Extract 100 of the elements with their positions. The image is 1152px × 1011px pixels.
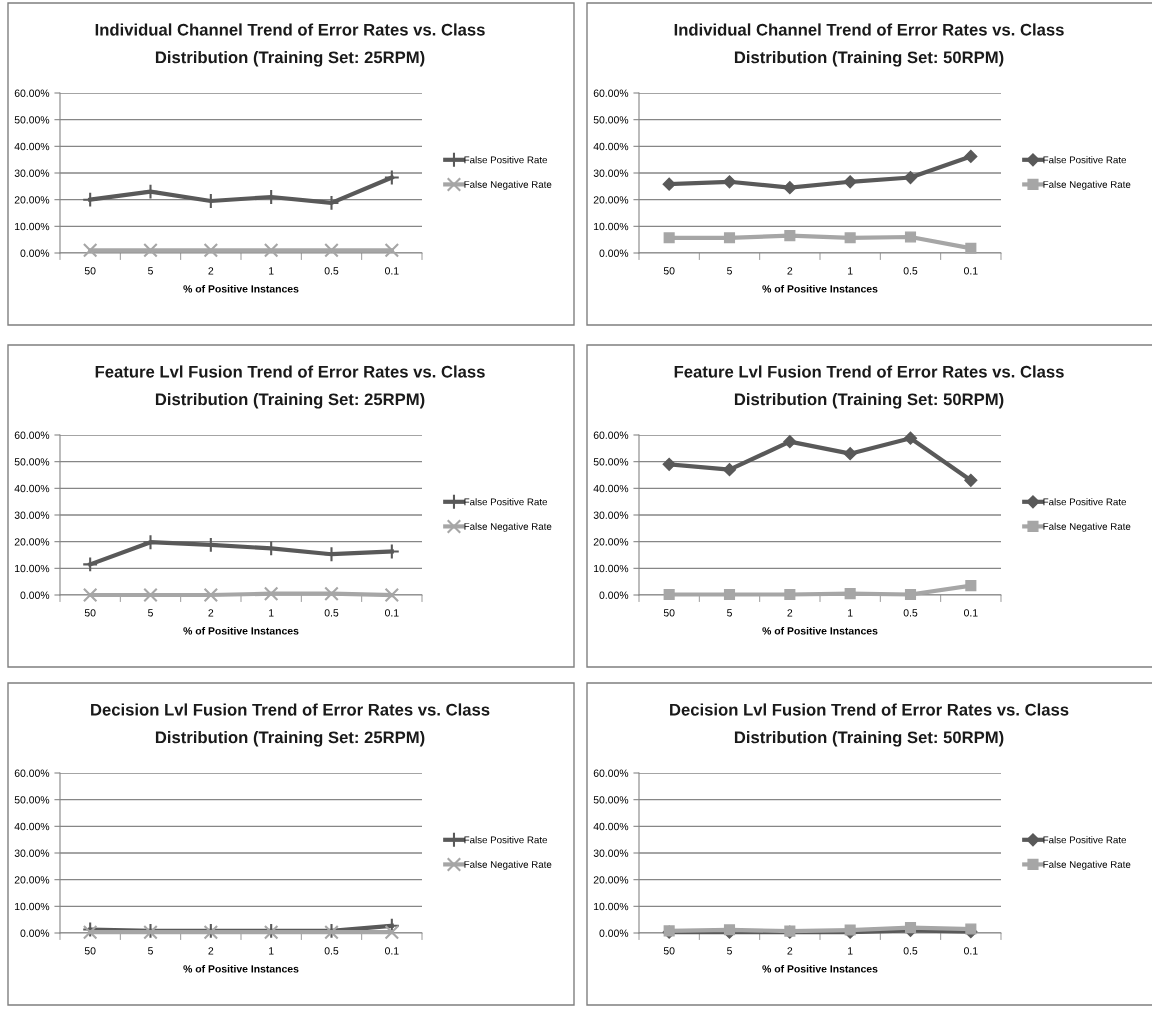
- y-tick-label: 10.00%: [594, 564, 629, 573]
- x-tick-label: 5: [148, 947, 153, 955]
- y-tick-label: 0.00%: [599, 929, 629, 937]
- y-tick-label: 20.00%: [14, 196, 50, 204]
- x-tick-label: 1: [269, 267, 274, 275]
- x-tick-label: 2: [787, 609, 793, 617]
- x-tick-label: 0.1: [964, 609, 978, 617]
- y-tick-label: 20.00%: [593, 196, 629, 204]
- y-tick-label: 30.00%: [593, 511, 629, 519]
- y-tick-label: 40.00%: [14, 484, 50, 493]
- x-tick-label: 0.1: [385, 609, 399, 617]
- y-tick-label: 30.00%: [593, 849, 629, 857]
- legend-label: False Positive Rate: [464, 156, 548, 164]
- x-tick-label: 50: [84, 267, 96, 275]
- x-tick-label: 2: [787, 947, 793, 955]
- y-tick-label: 50.00%: [593, 796, 629, 804]
- x-axis-title: % of Positive Instances: [762, 626, 878, 635]
- y-tick-label: 40.00%: [14, 822, 50, 831]
- y-tick-label: 50.00%: [593, 458, 629, 466]
- x-axis-title: % of Positive Instances: [762, 964, 878, 973]
- y-tick-label: 20.00%: [14, 538, 50, 546]
- x-tick-label: 2: [208, 267, 214, 275]
- x-tick-label: 0.1: [964, 267, 978, 275]
- y-tick-label: 0.00%: [20, 249, 50, 257]
- y-tick-label: 20.00%: [14, 876, 50, 884]
- x-tick-label: 0.1: [964, 947, 978, 955]
- x-axis-title: % of Positive Instances: [183, 964, 299, 973]
- x-tick-label: 1: [269, 609, 274, 617]
- y-tick-label: 0.00%: [20, 929, 50, 937]
- chart-title: Decision Lvl Fusion Trend of Error Rates vs. Class Distribution (Training Set: 50RPM): [670, 703, 1069, 747]
- x-tick-label: 50: [84, 609, 96, 617]
- y-tick-label: 60.00%: [593, 89, 629, 97]
- y-tick-label: 0.00%: [599, 591, 629, 599]
- x-tick-label: 0.5: [324, 947, 339, 955]
- x-tick-label: 1: [848, 267, 853, 275]
- legend-label: False Positive Rate: [464, 498, 548, 506]
- y-tick-label: 40.00%: [593, 142, 629, 151]
- legend-label: False Positive Rate: [464, 836, 548, 844]
- y-tick-label: 60.00%: [593, 431, 629, 439]
- y-tick-label: 60.00%: [14, 431, 50, 439]
- x-axis-title: % of Positive Instances: [762, 284, 878, 293]
- x-tick-label: 0.1: [385, 947, 399, 955]
- x-tick-label: 1: [269, 947, 274, 955]
- legend-label: False Negative Rate: [1043, 522, 1131, 532]
- y-tick-label: 10.00%: [15, 564, 50, 573]
- y-tick-label: 10.00%: [15, 902, 50, 911]
- x-tick-label: 0.1: [385, 267, 399, 275]
- x-tick-label: 5: [148, 609, 153, 617]
- x-tick-label: 0.5: [324, 267, 339, 275]
- y-tick-label: 40.00%: [14, 142, 50, 151]
- x-tick-label: 5: [727, 609, 732, 617]
- x-tick-label: 50: [663, 609, 675, 617]
- y-tick-label: 30.00%: [14, 511, 50, 519]
- x-tick-label: 5: [727, 947, 732, 955]
- x-axis-title: % of Positive Instances: [183, 626, 299, 635]
- y-tick-label: 30.00%: [14, 849, 50, 857]
- legend-label: False Negative Rate: [464, 860, 552, 870]
- y-tick-label: 10.00%: [594, 902, 629, 911]
- legend-label: False Negative Rate: [1043, 860, 1131, 870]
- x-tick-label: 50: [663, 267, 675, 275]
- y-tick-label: 0.00%: [599, 249, 629, 257]
- x-tick-label: 5: [727, 267, 732, 275]
- x-tick-label: 5: [148, 267, 153, 275]
- y-tick-label: 60.00%: [14, 89, 50, 97]
- y-tick-label: 60.00%: [14, 769, 50, 777]
- x-tick-label: 0.5: [324, 609, 339, 617]
- chart-title: Feature Lvl Fusion Trend of Error Rates vs. Class Distribution (Training Set: 25RPM): [95, 365, 485, 409]
- chart-title: Decision Lvl Fusion Trend of Error Rates vs. Class Distribution (Training Set: 25RPM): [91, 703, 490, 747]
- legend-label: False Positive Rate: [1043, 498, 1127, 506]
- chart-title: Feature Lvl Fusion Trend of Error Rates vs. Class Distribution (Training Set: 50RPM): [674, 365, 1064, 409]
- y-tick-label: 10.00%: [594, 222, 629, 231]
- x-axis-title: % of Positive Instances: [183, 284, 299, 293]
- x-tick-label: 50: [663, 947, 675, 955]
- x-tick-label: 0.5: [903, 947, 918, 955]
- chart-title: Individual Channel Trend of Error Rates vs. Class Distribution (Training Set: 50RPM): [674, 23, 1064, 67]
- x-tick-label: 2: [208, 947, 214, 955]
- x-tick-label: 2: [208, 609, 214, 617]
- x-tick-label: 0.5: [903, 267, 918, 275]
- y-tick-label: 10.00%: [15, 222, 50, 231]
- x-tick-label: 1: [848, 947, 853, 955]
- y-tick-label: 0.00%: [20, 591, 50, 599]
- y-tick-label: 60.00%: [593, 769, 629, 777]
- y-tick-label: 30.00%: [593, 169, 629, 177]
- y-tick-label: 40.00%: [593, 822, 629, 831]
- legend-label: False Positive Rate: [1043, 156, 1127, 164]
- x-tick-label: 1: [848, 609, 853, 617]
- y-tick-label: 50.00%: [14, 458, 50, 466]
- y-tick-label: 50.00%: [593, 116, 629, 124]
- y-tick-label: 30.00%: [14, 169, 50, 177]
- y-tick-label: 20.00%: [593, 538, 629, 546]
- y-tick-label: 50.00%: [14, 796, 50, 804]
- y-tick-label: 40.00%: [593, 484, 629, 493]
- legend-label: False Negative Rate: [464, 180, 552, 190]
- legend-label: False Positive Rate: [1043, 836, 1127, 844]
- x-tick-label: 50: [84, 947, 96, 955]
- legend-label: False Negative Rate: [464, 522, 552, 532]
- legend-label: False Negative Rate: [1043, 180, 1131, 190]
- x-tick-label: 2: [787, 267, 793, 275]
- x-tick-label: 0.5: [903, 609, 918, 617]
- y-tick-label: 20.00%: [593, 876, 629, 884]
